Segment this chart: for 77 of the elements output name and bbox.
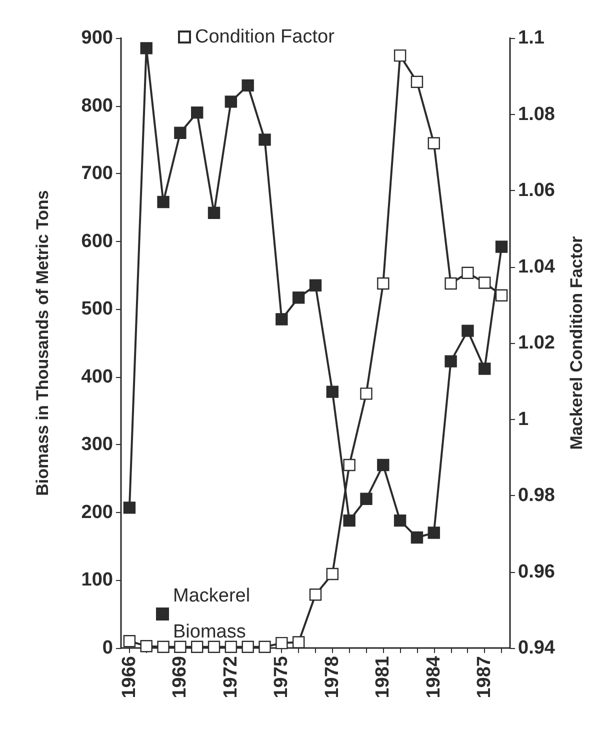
x-tick-label: 1984 bbox=[423, 656, 444, 698]
y2-tick-label: 0.94 bbox=[518, 638, 556, 658]
point bbox=[208, 640, 220, 653]
point bbox=[174, 126, 186, 139]
y-tick-label: 300 bbox=[81, 434, 113, 456]
point bbox=[140, 42, 152, 54]
point bbox=[242, 640, 254, 653]
point bbox=[157, 640, 170, 653]
y2-tick-label: 1.02 bbox=[518, 332, 555, 354]
y-tick-label: 800 bbox=[81, 95, 113, 116]
y2-tick-label: 1.1 bbox=[518, 28, 545, 48]
point bbox=[208, 206, 220, 219]
point bbox=[174, 640, 186, 653]
y-tick-label: 200 bbox=[81, 502, 113, 523]
x-tick-label: 1966 bbox=[118, 656, 140, 698]
y-tick-label: 400 bbox=[81, 366, 113, 388]
point bbox=[360, 388, 372, 400]
y2-tick-label: 1.06 bbox=[518, 180, 555, 201]
point bbox=[428, 137, 440, 150]
point bbox=[276, 636, 288, 650]
point bbox=[360, 492, 372, 505]
y-tick-label: 0 bbox=[102, 638, 113, 658]
y-tick-label: 600 bbox=[81, 230, 113, 252]
x-tick-label: 1975 bbox=[271, 656, 292, 698]
point bbox=[258, 640, 271, 653]
point bbox=[157, 196, 170, 208]
point bbox=[326, 386, 339, 398]
point bbox=[444, 277, 457, 290]
point bbox=[428, 526, 440, 539]
point bbox=[343, 514, 356, 527]
x-tick-label: 1978 bbox=[322, 656, 343, 698]
point bbox=[191, 106, 204, 119]
y2-tick-label: 0.96 bbox=[518, 561, 555, 582]
x-tick-label: 1987 bbox=[474, 656, 496, 698]
point bbox=[377, 277, 390, 290]
y2-tick-label: 0.98 bbox=[518, 485, 555, 506]
point bbox=[191, 640, 204, 653]
point bbox=[123, 635, 136, 648]
x-tick-label: 1972 bbox=[220, 656, 242, 698]
point bbox=[343, 458, 356, 472]
point bbox=[495, 289, 508, 302]
point bbox=[123, 502, 136, 514]
point bbox=[377, 458, 390, 472]
y-tick-label: 900 bbox=[81, 28, 113, 48]
point bbox=[478, 362, 491, 375]
point bbox=[292, 291, 305, 304]
y-tick-label: 700 bbox=[81, 163, 113, 184]
x-tick-label: 1981 bbox=[372, 656, 394, 698]
point bbox=[462, 266, 474, 279]
point bbox=[462, 324, 474, 337]
point bbox=[394, 514, 406, 527]
legend-label: Mackerel Biomass bbox=[173, 586, 256, 642]
point bbox=[224, 640, 238, 653]
point bbox=[309, 588, 322, 601]
y-tick-label: 100 bbox=[81, 570, 113, 591]
point bbox=[394, 49, 406, 62]
point bbox=[224, 96, 238, 108]
y2-tick-label: 1.04 bbox=[518, 256, 556, 278]
point bbox=[410, 531, 424, 544]
point bbox=[242, 79, 254, 92]
point bbox=[478, 276, 491, 289]
point bbox=[495, 240, 508, 253]
y2-tick-label: 1.08 bbox=[518, 104, 555, 125]
y2-axis-title: Mackerel Condition Factor bbox=[567, 236, 586, 450]
point bbox=[326, 568, 339, 580]
point bbox=[258, 134, 271, 146]
point bbox=[309, 279, 322, 292]
y-axis-title: Biomass in Thousands of Metric Tons bbox=[33, 190, 52, 496]
point bbox=[292, 636, 305, 648]
point bbox=[410, 76, 424, 88]
point bbox=[140, 640, 152, 652]
point bbox=[276, 313, 288, 326]
y-tick-label: 500 bbox=[81, 298, 113, 320]
x-tick-label: 1969 bbox=[170, 656, 191, 698]
y2-tick-label: 1 bbox=[518, 408, 529, 430]
point bbox=[444, 355, 457, 368]
legend-label: Condition Factor bbox=[195, 26, 336, 48]
